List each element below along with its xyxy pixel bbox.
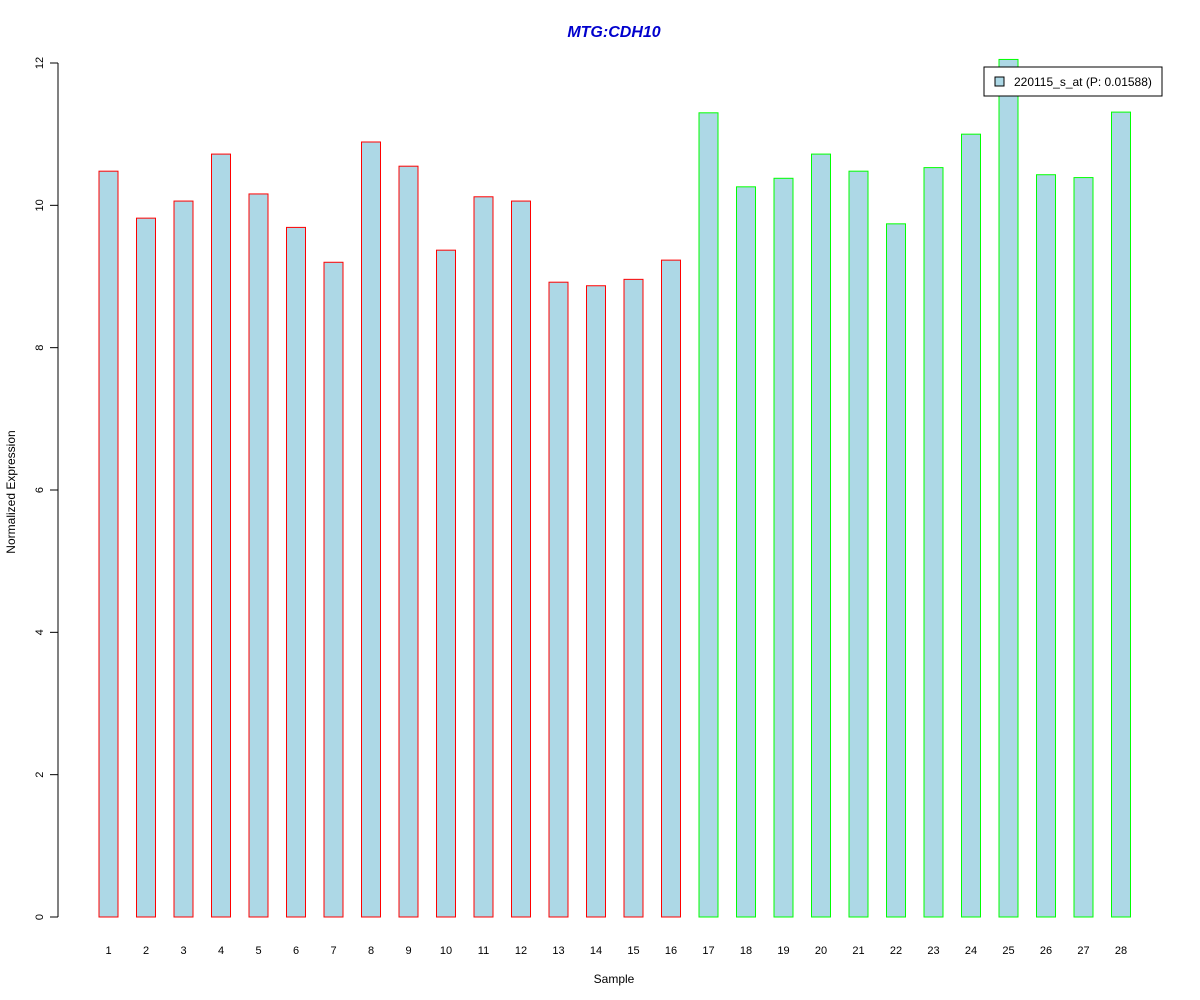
bar-sample-7 (323, 261, 344, 918)
bar-sample-2 (136, 217, 156, 918)
bar-sample-1 (98, 170, 119, 918)
bar-sample-4 (211, 153, 231, 918)
bar-sample-12 (511, 200, 531, 918)
bar-sample-23 (923, 167, 944, 918)
x-tick-label: 6 (293, 945, 299, 957)
x-tick-label: 12 (515, 945, 527, 957)
bar-sample-16 (661, 259, 681, 918)
x-axis-label: Sample (594, 972, 635, 986)
bar-sample-21 (848, 170, 869, 918)
bar-sample-27 (1073, 177, 1094, 918)
bar-sample-9 (398, 165, 419, 918)
x-tick-label: 5 (255, 945, 261, 957)
x-tick-label: 13 (552, 945, 564, 957)
x-tick-label: 21 (852, 945, 864, 957)
x-tick-label: 14 (590, 945, 602, 957)
bar-sample-25 (998, 58, 1019, 918)
x-tick-label: 7 (330, 945, 336, 957)
bar-sample-3 (173, 200, 194, 918)
x-tick-label: 3 (180, 945, 186, 957)
x-tick-label: 26 (1040, 945, 1052, 957)
x-tick-label: 28 (1115, 945, 1127, 957)
x-tick-label: 25 (1002, 945, 1014, 957)
y-tick-label: 0 (34, 914, 46, 920)
bar-sample-22 (886, 223, 906, 918)
x-tick-label: 27 (1077, 945, 1089, 957)
x-tick-label: 9 (405, 945, 411, 957)
bar-sample-19 (773, 177, 794, 918)
y-axis: 0 2 4 6 8 10 12 (34, 57, 59, 920)
y-tick-label: 6 (34, 487, 46, 493)
x-tick-label: 11 (478, 945, 489, 957)
legend-entry: 220115_s_at (P: 0.01588) (1014, 75, 1152, 89)
legend-swatch (994, 76, 1005, 87)
x-axis-tick-labels: 1 2 3 4 5 6 7 8 9 10 11 12 13 14 15 16 17 18 19 20 21 22 23 24 2… (105, 945, 1127, 957)
bar-sample-14 (586, 285, 606, 918)
bars (98, 58, 1131, 918)
y-tick-label: 10 (34, 199, 46, 211)
x-tick-label: 19 (777, 945, 789, 957)
bar-sample-11 (473, 196, 494, 918)
bar-sample-20 (811, 153, 831, 918)
legend-box (983, 66, 1163, 97)
x-tick-label: 4 (218, 945, 224, 957)
bar-sample-6 (286, 226, 306, 918)
x-tick-label: 10 (440, 945, 452, 957)
bar-sample-8 (361, 141, 381, 918)
y-tick-label: 4 (34, 629, 46, 635)
chart-title: MTG:CDH10 (567, 24, 660, 41)
y-tick-label: 2 (34, 772, 46, 778)
bar-sample-26 (1036, 174, 1056, 918)
x-tick-label: 20 (815, 945, 827, 957)
bar-sample-28 (1111, 111, 1131, 918)
bar-sample-10 (436, 249, 456, 918)
x-tick-label: 8 (368, 945, 374, 957)
bar-sample-24 (961, 133, 981, 918)
bar-sample-5 (248, 193, 269, 918)
y-axis-label: Normalized Expression (4, 430, 18, 553)
x-tick-label: 16 (665, 945, 677, 957)
y-tick-label: 12 (34, 57, 46, 69)
bar-sample-18 (736, 186, 756, 918)
bar-sample-13 (548, 281, 569, 918)
x-tick-label: 24 (965, 945, 977, 957)
y-tick-label: 8 (34, 345, 46, 351)
x-tick-label: 22 (890, 945, 902, 957)
x-tick-label: 2 (143, 945, 149, 957)
bar-sample-17 (698, 112, 719, 918)
x-tick-label: 15 (627, 945, 639, 957)
x-tick-label: 17 (702, 945, 714, 957)
bar-sample-15 (623, 278, 644, 918)
x-tick-label: 1 (105, 945, 111, 957)
x-tick-label: 23 (927, 945, 939, 957)
legend: 220115_s_at (P: 0.01588) (983, 66, 1163, 97)
x-tick-label: 18 (740, 945, 752, 957)
